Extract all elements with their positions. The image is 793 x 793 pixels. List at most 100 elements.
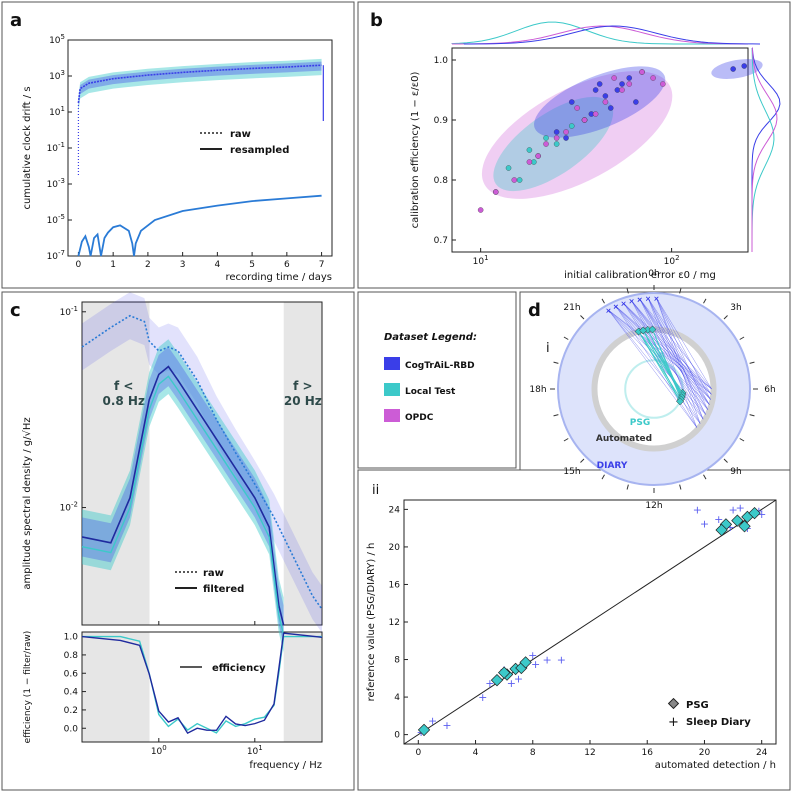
x-axis-label: initial calibration error ε0 / mg bbox=[564, 270, 716, 281]
diary-marker: × bbox=[645, 295, 651, 303]
diary-marker: × bbox=[621, 300, 627, 308]
point-opdc bbox=[493, 189, 499, 195]
hour-tick bbox=[739, 438, 745, 442]
hour-tick bbox=[563, 336, 569, 340]
night-link bbox=[608, 309, 710, 405]
band-high-label-2: 20 Hz bbox=[284, 394, 322, 408]
diary-marker: × bbox=[605, 307, 611, 315]
night-link bbox=[631, 300, 711, 400]
diary-marker: × bbox=[637, 296, 643, 304]
legend-filtered-label: filtered bbox=[203, 584, 244, 595]
diary-point: + bbox=[757, 508, 766, 521]
panel-c-frame bbox=[1, 291, 355, 791]
point-cogtrail bbox=[563, 135, 569, 141]
diary-marker: × bbox=[653, 295, 659, 303]
night-link bbox=[608, 309, 698, 428]
y-axis-label-bottom: efficiency (1 − filter/raw) bbox=[23, 631, 33, 744]
hour-tick bbox=[703, 474, 707, 480]
diary-point: + bbox=[542, 654, 551, 667]
axes-frame bbox=[81, 631, 323, 743]
x-tick-label: 20 bbox=[699, 748, 711, 758]
psg-marker bbox=[676, 397, 684, 406]
marginal-top-local bbox=[451, 21, 748, 45]
point-opdc bbox=[619, 87, 625, 93]
y-tick-label: 20 bbox=[389, 543, 401, 553]
night-link bbox=[656, 297, 711, 400]
panel-label-a: a bbox=[10, 10, 22, 31]
point-opdc bbox=[592, 111, 599, 117]
night-link bbox=[656, 297, 704, 420]
point-cogtrail bbox=[741, 63, 747, 69]
x-tick-label: 5 bbox=[249, 260, 255, 270]
resampled-line bbox=[77, 194, 322, 257]
point-opdc bbox=[574, 105, 580, 111]
point-cogtrail bbox=[614, 87, 621, 93]
x-tick-label: 12 bbox=[584, 748, 595, 758]
diary-marker: × bbox=[605, 307, 611, 315]
hour-tick bbox=[679, 484, 682, 490]
point-opdc bbox=[602, 99, 609, 105]
x-tick-label: 8 bbox=[530, 748, 536, 758]
diary-point: + bbox=[754, 504, 763, 517]
diary-marker: × bbox=[629, 298, 635, 306]
raw-band bbox=[82, 292, 322, 633]
y-tick-label-bottom: 0.0 bbox=[64, 724, 79, 734]
diary-point: + bbox=[478, 691, 487, 704]
point-opdc bbox=[543, 141, 549, 147]
point-opdc bbox=[660, 81, 666, 87]
diary-marker: × bbox=[645, 295, 651, 303]
diary-marker: × bbox=[613, 303, 619, 311]
x-tick-label: 1 bbox=[110, 260, 116, 270]
y-tick-label-bottom: 0.4 bbox=[64, 688, 79, 698]
hour-label: 12h bbox=[645, 501, 662, 511]
hour-tick bbox=[723, 315, 728, 320]
x-tick-label: 101 bbox=[473, 254, 489, 267]
point-opdc bbox=[526, 159, 533, 165]
night-link bbox=[639, 298, 711, 400]
diary-point: + bbox=[428, 715, 437, 728]
y-tick-label: 0 bbox=[394, 731, 400, 741]
y-axis-label: cumulative clock drift / s bbox=[22, 86, 33, 209]
panel-b-frame bbox=[357, 1, 791, 289]
diary-point: + bbox=[693, 503, 702, 516]
y-tick-label: 10-5 bbox=[47, 213, 65, 226]
x-tick-label: 7 bbox=[319, 260, 325, 270]
diary-marker: × bbox=[637, 296, 643, 304]
psg-link bbox=[642, 330, 681, 402]
y-tick-label: 16 bbox=[389, 580, 401, 590]
x-tick-label: 0 bbox=[76, 260, 82, 270]
night-link bbox=[623, 302, 712, 395]
point-opdc bbox=[611, 75, 617, 81]
y-tick-label: 24 bbox=[389, 505, 401, 515]
raw-band-local bbox=[78, 58, 322, 113]
legend-swatch-opdc bbox=[384, 409, 400, 422]
y-tick-label: 10-3 bbox=[47, 177, 65, 190]
legend-frame bbox=[357, 291, 517, 469]
axes-frame bbox=[451, 47, 749, 253]
point-local bbox=[505, 165, 512, 171]
hour-tick bbox=[626, 288, 629, 294]
psg-point bbox=[519, 656, 532, 669]
filtered-band-local bbox=[82, 339, 284, 653]
diary-marker: × bbox=[605, 307, 611, 315]
raw-line bbox=[77, 64, 322, 104]
y-tick-label: 105 bbox=[49, 33, 65, 46]
point-cogtrail bbox=[619, 81, 625, 87]
diary-marker: × bbox=[637, 296, 643, 304]
point-opdc bbox=[511, 177, 518, 183]
psg-marker bbox=[643, 325, 652, 334]
diary-marker: × bbox=[605, 307, 611, 315]
diary-marker: × bbox=[613, 303, 619, 311]
point-cogtrail bbox=[553, 129, 560, 135]
y-axis-label: reference value (PSG/DIARY) / h bbox=[366, 543, 377, 702]
psg-point bbox=[417, 723, 431, 737]
psg-point bbox=[748, 506, 761, 520]
y-axis-label: calibration efficiency (1 − ε/ε0) bbox=[410, 72, 421, 229]
legend-raw-label: raw bbox=[203, 568, 224, 579]
x-tick-label: 0 bbox=[415, 748, 421, 758]
x-tick-label: 2 bbox=[145, 260, 151, 270]
y-tick-label-bottom: 0.6 bbox=[64, 669, 79, 679]
point-cogtrail bbox=[592, 87, 599, 93]
